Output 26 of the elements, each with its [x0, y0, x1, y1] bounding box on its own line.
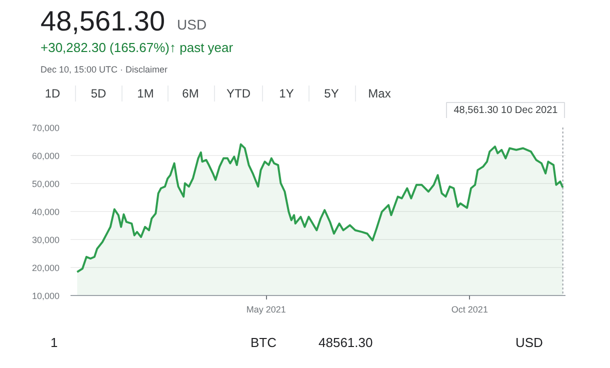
y-tick-label: 30,000 [32, 235, 60, 245]
text: 5Y [324, 86, 339, 100]
text: +30,282.30 (165.67%)↑ past year [40, 40, 234, 55]
y-tick-label: 50,000 [32, 179, 60, 189]
text: 6M [182, 86, 199, 100]
text: 1Y [279, 86, 294, 100]
text: 1M [137, 86, 154, 100]
text: 1 [50, 335, 58, 350]
y-tick-label: 40,000 [32, 207, 60, 217]
y-tick-label: 70,000 [32, 123, 60, 133]
chart-title: 48,561.30 [40, 6, 166, 36]
text: Dec 10, 15:00 UTC · Disclaimer [40, 64, 168, 74]
text: USD [177, 16, 207, 32]
text: USD [516, 335, 543, 350]
y-tick-label: 60,000 [32, 151, 60, 161]
text: Max [368, 86, 391, 100]
text: BTC [250, 335, 276, 350]
x-tick-label: May 2021 [246, 304, 286, 314]
text: 48561.30 [318, 335, 373, 350]
y-tick-label: 10,000 [32, 291, 60, 301]
text: YTD [226, 86, 251, 100]
text: 48,561.30 10 Dec 2021 [454, 105, 558, 116]
text: 1D [44, 86, 61, 100]
y-tick-label: 20,000 [32, 263, 60, 273]
x-tick-label: Oct 2021 [451, 304, 488, 314]
text: 5D [90, 86, 107, 100]
